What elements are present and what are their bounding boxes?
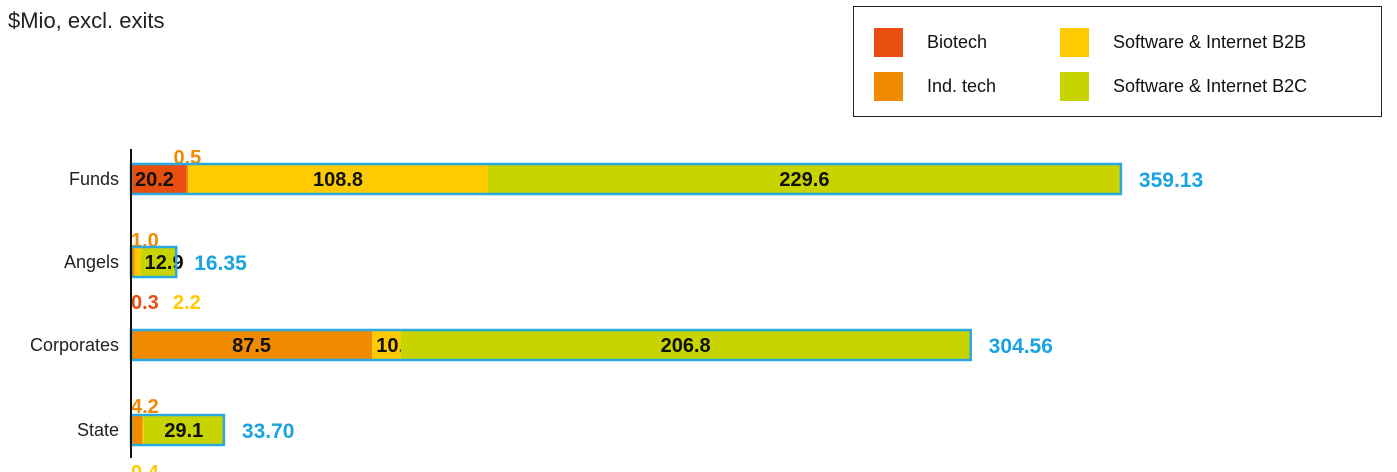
bar-segment-state-b2b	[142, 415, 144, 445]
bar-segment-angels-b2c	[140, 247, 177, 277]
bar-segment-corporates-b2b	[372, 330, 401, 360]
value-label-corporates-ind-tech: 87.5	[232, 335, 271, 357]
legend-label-b2c: Software & Internet B2C	[1113, 76, 1308, 96]
bar-segment-corporates-ind-tech	[131, 330, 373, 360]
value-label-state-b2c: 29.1	[164, 420, 203, 442]
total-label-funds: 359.13	[1139, 169, 1203, 192]
bar-segment-funds-b2c	[487, 164, 1121, 194]
category-label-corporates: Corporates	[30, 335, 119, 355]
bar-segment-angels-b2b	[134, 247, 141, 277]
category-label-angels: Angels	[64, 252, 119, 272]
legend-label-ind-tech: Ind. tech	[927, 76, 997, 96]
value-label-state-b2b: 0.4	[131, 462, 160, 472]
legend-label-b2b: Software & Internet B2B	[1113, 32, 1307, 52]
legend-item-biotech: Biotech	[874, 28, 987, 57]
legend-swatch-b2c	[1060, 72, 1089, 101]
category-label-state: State	[77, 420, 119, 440]
legend-swatch-ind-tech	[874, 72, 903, 101]
total-label-angels: 16.35	[194, 252, 247, 275]
total-label-state: 33.70	[242, 420, 295, 443]
legend-swatch-b2b	[1060, 28, 1089, 57]
legend: Biotech Ind. tech Software & Internet B2…	[853, 6, 1382, 117]
value-label-funds-b2b: 108.8	[313, 169, 363, 191]
total-label-corporates: 304.56	[989, 335, 1053, 358]
legend-item-b2b: Software & Internet B2B	[1060, 28, 1306, 57]
legend-item-b2c: Software & Internet B2C	[1060, 72, 1307, 101]
value-label-angels-b2b: 2.2	[173, 292, 201, 314]
legend-swatch-biotech	[874, 28, 903, 57]
bar-segment-state-ind-tech	[131, 415, 143, 445]
value-label-state-ind-tech: 4.2	[131, 396, 159, 418]
bar-segment-funds-b2b	[188, 164, 488, 194]
legend-item-ind-tech: Ind. tech	[874, 72, 996, 101]
legend-label-biotech: Biotech	[927, 32, 988, 52]
bar-segment-funds-biotech	[131, 164, 187, 194]
value-label-angels-b2c: 12.9	[145, 252, 184, 274]
chart-subtitle: $Mio, excl. exits	[8, 8, 165, 33]
bar-segment-funds-ind-tech	[186, 164, 189, 194]
bar-segment-angels-ind-tech	[131, 247, 135, 277]
value-label-funds-b2c: 229.6	[779, 169, 829, 191]
bar-segment-state-b2c	[143, 415, 224, 445]
bar-segment-corporates-b2c	[400, 330, 971, 360]
value-label-angels-biotech: 0.3	[131, 292, 159, 314]
value-label-funds-biotech: 20.2	[135, 169, 174, 191]
value-label-corporates-b2c: 206.8	[661, 335, 711, 357]
category-label-funds: Funds	[69, 169, 119, 189]
